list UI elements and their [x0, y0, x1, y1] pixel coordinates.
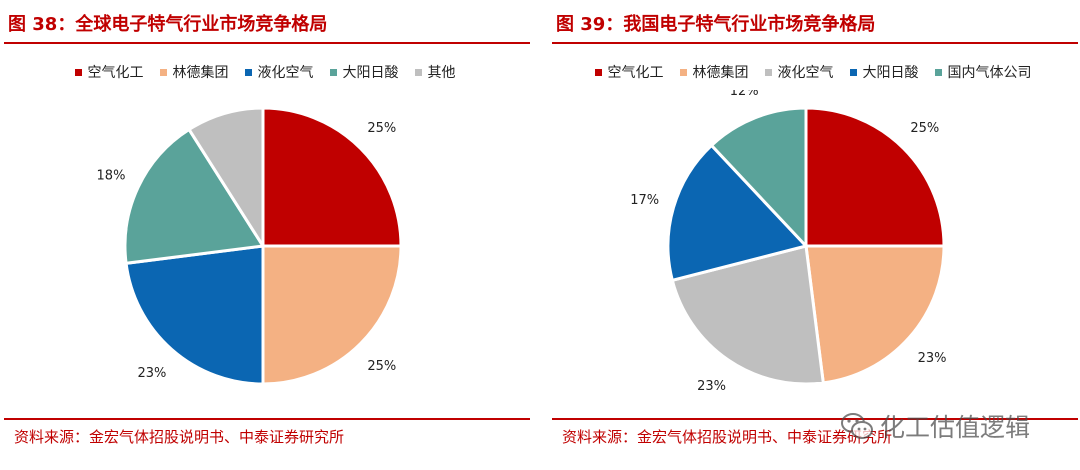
pie-slice — [670, 244, 825, 386]
legend-label: 液化空气 — [777, 65, 834, 81]
legend-item: 大阳日酸 — [329, 62, 399, 82]
legend-item: 林德集团 — [679, 62, 749, 82]
legend-label: 林德集团 — [172, 65, 229, 81]
data-label: 9% — [206, 90, 227, 94]
pie-chart: 25% 23% 23% 17% 12% — [630, 90, 947, 394]
legend-swatch — [849, 68, 857, 76]
pie-slice — [261, 106, 403, 248]
legend-label: 大阳日酸 — [342, 65, 399, 81]
legend-swatch — [74, 68, 82, 76]
wechat-icon — [841, 413, 873, 439]
data-label: 23% — [918, 351, 947, 366]
legend-swatch — [244, 68, 252, 76]
watermark-text: 化工估值逻辑 — [880, 413, 1031, 442]
legend-swatch — [594, 68, 602, 76]
title-divider — [552, 42, 1078, 44]
data-label: 25% — [367, 359, 396, 374]
legend-label: 空气化工 — [607, 65, 664, 81]
pie-slice — [123, 127, 266, 265]
data-label: 18% — [97, 168, 126, 183]
pie-slice — [186, 106, 265, 252]
legend-label: 林德集团 — [692, 65, 749, 81]
pie-slice — [124, 244, 265, 386]
pie-slice — [666, 143, 809, 283]
chart-title: 图 38：全球电子特气行业市场竞争格局 — [8, 14, 328, 35]
legend-swatch — [934, 68, 942, 76]
legend-swatch — [679, 68, 687, 76]
chart-title: 图 39：我国电子特气行业市场竞争格局 — [556, 14, 876, 35]
legend-label: 其他 — [427, 65, 456, 81]
legend-item: 大阳日酸 — [849, 62, 919, 82]
pie-slice — [709, 106, 808, 250]
chart-legend: 空气化工 林德集团 液化空气 大阳日酸 国内气体公司 — [548, 62, 1078, 82]
right-chart-panel: 图 39：我国电子特气行业市场竞争格局 空气化工 林德集团 液化空气 大阳日酸 国内气体… — [548, 0, 1078, 470]
pie-slice — [261, 244, 403, 386]
legend-swatch — [329, 68, 337, 76]
data-label: 17% — [630, 193, 659, 208]
data-label: 23% — [697, 379, 726, 394]
legend-item: 国内气体公司 — [934, 62, 1032, 82]
source-note: 资料来源：金宏气体招股说明书、中泰证券研究所 — [562, 428, 893, 446]
legend-label: 液化空气 — [257, 65, 314, 81]
data-label: 25% — [367, 121, 396, 136]
pie-slice — [804, 106, 946, 248]
data-label: 23% — [137, 366, 166, 381]
legend-item: 液化空气 — [764, 62, 834, 82]
legend-item: 空气化工 — [594, 62, 664, 82]
legend-swatch — [159, 68, 167, 76]
legend-label: 空气化工 — [87, 65, 144, 81]
data-label: 12% — [730, 90, 759, 99]
watermark: 化工估值逻辑 — [840, 408, 1030, 444]
data-label: 25% — [910, 121, 939, 136]
chart-legend: 空气化工 林德集团 液化空气 大阳日酸 其他 — [0, 62, 530, 82]
pie-chart: 25% 25% 23% 18% 9% — [97, 90, 403, 386]
legend-swatch — [414, 68, 422, 76]
legend-item: 液化空气 — [244, 62, 314, 82]
source-note: 资料来源：金宏气体招股说明书、中泰证券研究所 — [14, 428, 345, 446]
legend-item: 林德集团 — [159, 62, 229, 82]
pie-slice — [804, 244, 946, 385]
legend-item: 其他 — [414, 62, 456, 82]
title-divider — [4, 42, 530, 44]
source-divider — [552, 418, 1078, 420]
legend-item: 空气化工 — [74, 62, 144, 82]
legend-swatch — [764, 68, 772, 76]
legend-label: 大阳日酸 — [862, 65, 919, 81]
legend-label: 国内气体公司 — [947, 65, 1032, 81]
source-divider — [4, 418, 530, 420]
left-chart-panel: 图 38：全球电子特气行业市场竞争格局 空气化工 林德集团 液化空气 大阳日酸 其他 2… — [0, 0, 530, 470]
